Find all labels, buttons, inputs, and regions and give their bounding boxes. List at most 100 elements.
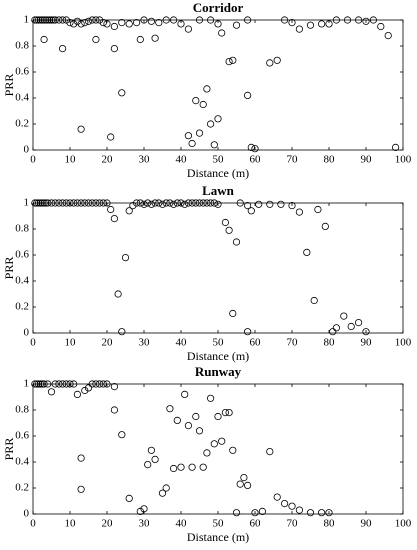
point — [31, 199, 39, 207]
point — [81, 386, 89, 395]
point — [192, 199, 200, 207]
point — [44, 199, 52, 207]
point — [73, 17, 82, 25]
point — [195, 129, 204, 137]
point — [62, 199, 70, 207]
point — [107, 133, 115, 141]
point — [203, 85, 211, 93]
point — [210, 440, 218, 448]
point — [92, 35, 100, 44]
point — [77, 20, 85, 28]
point — [114, 290, 122, 298]
x-tick-label: 50 — [213, 337, 225, 349]
x-tick-label: 40 — [176, 518, 188, 530]
point — [314, 205, 322, 214]
point — [232, 238, 241, 246]
point — [42, 16, 50, 24]
x-tick-label: 0 — [30, 518, 36, 530]
point — [73, 199, 82, 207]
point — [125, 20, 133, 28]
point — [96, 199, 104, 207]
point — [166, 199, 174, 207]
panel-title: Runway — [195, 364, 242, 379]
point — [170, 16, 178, 24]
point — [203, 199, 211, 207]
point — [354, 318, 363, 327]
point — [306, 509, 315, 517]
point — [221, 218, 229, 227]
point — [151, 455, 159, 463]
x-tick-label: 60 — [250, 518, 262, 530]
point — [343, 16, 352, 24]
point — [195, 16, 204, 24]
y-tick-label: 0.6 — [15, 430, 29, 442]
x-tick-label: 100 — [395, 518, 412, 530]
point — [288, 202, 296, 210]
point — [225, 226, 233, 234]
point — [70, 380, 78, 388]
x-tick-label: 70 — [287, 518, 299, 530]
point — [110, 406, 119, 414]
point — [173, 199, 181, 207]
point — [232, 21, 241, 29]
x-tick-label: 10 — [65, 337, 77, 349]
point — [88, 199, 96, 207]
point — [125, 207, 133, 215]
point — [81, 18, 89, 27]
point — [118, 431, 126, 439]
point — [251, 145, 259, 153]
point — [31, 380, 39, 388]
y-tick-label: 0 — [24, 144, 30, 156]
point — [244, 328, 252, 336]
point — [247, 207, 255, 215]
point — [66, 380, 74, 388]
point — [229, 56, 237, 64]
point — [225, 408, 233, 417]
x-tick-label: 100 — [395, 154, 412, 166]
point — [92, 199, 100, 207]
point — [295, 506, 303, 514]
point — [158, 489, 167, 497]
point — [38, 199, 46, 207]
point — [70, 20, 78, 28]
point — [188, 199, 196, 207]
x-tick-label: 60 — [250, 337, 262, 349]
point — [34, 380, 43, 388]
point — [88, 380, 96, 388]
point — [147, 200, 155, 208]
panel-title: Lawn — [202, 183, 235, 198]
point — [103, 20, 111, 28]
point — [144, 460, 152, 469]
point — [325, 509, 333, 517]
point — [34, 199, 43, 207]
point — [251, 509, 259, 517]
point — [181, 390, 189, 398]
point — [221, 408, 229, 417]
x-tick-label: 70 — [287, 337, 299, 349]
point — [325, 20, 333, 28]
x-tick-label: 90 — [361, 337, 373, 349]
y-tick-label: 0.6 — [15, 66, 29, 78]
x-axis-label: Distance (m) — [187, 166, 249, 180]
point — [40, 380, 48, 388]
point — [96, 16, 104, 24]
point — [136, 35, 144, 44]
point — [103, 380, 111, 388]
x-tick-label: 90 — [361, 154, 373, 166]
point — [295, 25, 303, 33]
point — [55, 16, 63, 24]
point — [42, 199, 50, 207]
x-tick-label: 40 — [176, 337, 188, 349]
point — [110, 22, 119, 31]
point — [236, 199, 244, 207]
point — [162, 16, 170, 24]
point — [184, 421, 192, 430]
point — [244, 16, 252, 24]
point — [46, 16, 54, 24]
point — [244, 91, 252, 100]
y-tick-label: 1 — [24, 197, 30, 209]
point — [118, 89, 126, 97]
point — [184, 199, 192, 207]
point — [147, 17, 155, 25]
x-tick-label: 20 — [102, 337, 114, 349]
